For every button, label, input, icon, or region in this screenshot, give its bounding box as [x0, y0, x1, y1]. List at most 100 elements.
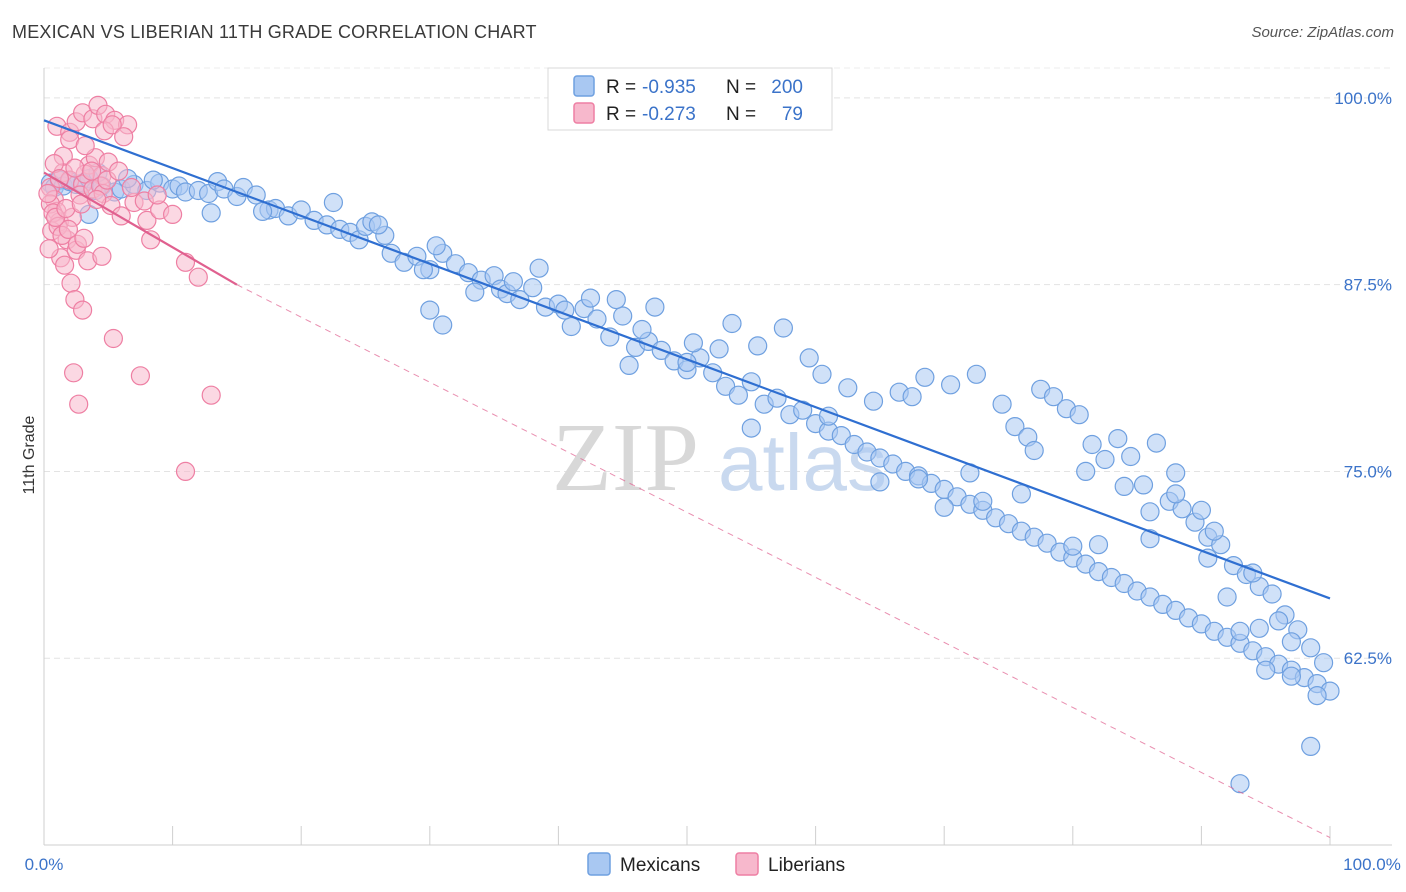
point-mexicans [1024, 440, 1044, 461]
legend-swatch-bottom-liberians [735, 852, 759, 876]
point-mexicans [1230, 774, 1250, 794]
point-liberians [69, 394, 89, 414]
trend-line-liberians-extension [236, 284, 1331, 838]
point-liberians [121, 177, 141, 198]
point-mexicans [915, 367, 935, 387]
point-mexicans [1095, 449, 1115, 470]
point-liberians [72, 300, 93, 320]
legend-n-value-liberians: 79 [782, 104, 803, 125]
stats-legend: R = -0.935 N = 200 R = -0.273 N = 79 [547, 67, 833, 131]
point-mexicans [748, 336, 768, 356]
legend-n-value-mexicans: 200 [771, 77, 803, 98]
watermark-zip: ZIP [552, 404, 699, 512]
point-liberians [39, 239, 59, 259]
legend-label-liberians: Liberians [768, 855, 845, 876]
point-mexicans [934, 497, 954, 517]
point-mexicans [966, 364, 987, 384]
point-mexicans [201, 203, 221, 223]
point-liberians [163, 204, 183, 224]
point-mexicans [1108, 429, 1128, 449]
point-mexicans [1011, 484, 1032, 504]
point-mexicans [1313, 653, 1334, 673]
point-mexicans [1043, 387, 1064, 407]
point-mexicans [1191, 500, 1212, 520]
point-mexicans [529, 258, 549, 278]
y-tick-labels: 62.5% 75.0% 87.5% 100.0% [1334, 89, 1392, 668]
point-mexicans [561, 316, 581, 337]
chart-title: MEXICAN VS LIBERIAN 11TH GRADE CORRELATI… [12, 22, 537, 42]
point-mexicans [1262, 584, 1282, 604]
point-liberians [201, 385, 221, 405]
point-mexicans [1121, 446, 1141, 467]
point-mexicans [433, 315, 453, 335]
x-tick-label-min: 0.0% [25, 855, 64, 874]
x-axis-ticks [43, 826, 1331, 845]
point-mexicans [426, 236, 446, 256]
legend-r-value-liberians: -0.273 [642, 104, 696, 125]
point-mexicans [1268, 611, 1289, 631]
legend-swatch-bottom-mexicans [587, 852, 611, 876]
watermark: ZIP atlas [552, 404, 887, 512]
point-liberians [108, 161, 129, 181]
legend-r-value-mexicans: -0.935 [642, 77, 696, 98]
point-mexicans [683, 333, 704, 353]
point-mexicans [645, 297, 665, 317]
point-mexicans [940, 375, 961, 395]
point-mexicans [870, 472, 890, 492]
point-mexicans [1069, 405, 1089, 425]
point-liberians [103, 328, 124, 349]
point-liberians [54, 255, 75, 275]
point-mexicans [523, 278, 543, 298]
point-mexicans [709, 339, 729, 359]
point-mexicans [908, 469, 929, 489]
point-liberians [58, 219, 79, 239]
point-mexicans [1301, 638, 1321, 658]
point-mexicans [1217, 587, 1237, 607]
point-mexicans [1140, 502, 1160, 522]
point-liberians [188, 267, 208, 287]
point-mexicans [606, 290, 626, 310]
point-mexicans [1082, 434, 1102, 455]
y-tick-label: 87.5% [1344, 276, 1392, 295]
point-mexicans [722, 313, 742, 334]
legend-swatch-mexicans [573, 75, 595, 97]
point-mexicans [632, 319, 652, 340]
point-liberians [81, 161, 102, 181]
point-mexicans [1281, 632, 1302, 652]
series-liberians [38, 95, 221, 481]
point-mexicans [812, 364, 832, 384]
y-axis-title: 11th Grade [21, 415, 38, 494]
point-mexicans [741, 372, 761, 392]
point-mexicans [503, 272, 524, 292]
legend-swatch-liberians [573, 102, 595, 124]
point-mexicans [420, 300, 440, 320]
series-mexicans [40, 163, 1340, 794]
point-mexicans [1076, 461, 1096, 481]
point-liberians [65, 158, 85, 178]
legend-n-label-liberians: N = [726, 104, 756, 125]
point-mexicans [1088, 535, 1109, 555]
legend-r-label-mexicans: R = [606, 77, 636, 98]
point-mexicans [465, 282, 485, 302]
legend-n-label-mexicans: N = [726, 77, 756, 98]
point-mexicans [741, 418, 761, 438]
point-mexicans [1256, 660, 1276, 680]
point-mexicans [902, 387, 922, 407]
point-mexicans [1204, 521, 1224, 541]
point-mexicans [793, 400, 813, 420]
legend-r-label-liberians: R = [606, 104, 636, 125]
source-label: Source: ZipAtlas.com [1251, 24, 1394, 41]
point-mexicans [1146, 433, 1167, 453]
point-mexicans [863, 391, 884, 411]
point-liberians [38, 183, 58, 204]
point-mexicans [1133, 475, 1154, 495]
point-liberians [75, 136, 95, 156]
gridlines [44, 67, 1392, 659]
point-mexicans [1249, 618, 1269, 638]
point-liberians [92, 246, 112, 266]
point-mexicans [1114, 476, 1134, 496]
point-liberians [87, 189, 107, 210]
point-liberians [114, 127, 134, 147]
point-mexicans [613, 306, 633, 326]
